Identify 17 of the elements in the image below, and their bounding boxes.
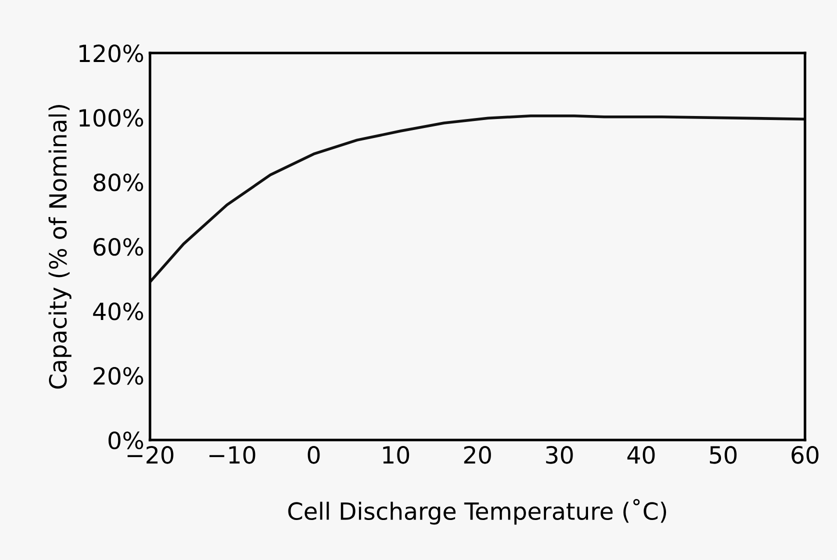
x-tick-label: 60 <box>792 446 818 464</box>
x-tick-label: 20 <box>464 446 491 464</box>
y-tick-label: 80% <box>94 173 144 192</box>
y-tick-label: 60% <box>94 238 144 256</box>
x-tick-label: 30 <box>546 446 573 464</box>
y-axis-title: Capacity (% of Nominal) <box>48 105 72 389</box>
y-tick-label: 40% <box>93 302 144 320</box>
x-tick-label: 0 <box>308 446 320 464</box>
y-tick-label: 100% <box>80 108 144 127</box>
y-tick-label: 20% <box>94 366 144 385</box>
y-tick-label: 120% <box>80 44 144 62</box>
x-tick-label: −10 <box>209 446 256 464</box>
x-tick-label: 40 <box>627 446 655 464</box>
x-tick-label: 50 <box>710 446 737 464</box>
x-tick-label: 10 <box>383 446 410 464</box>
x-axis-title: Cell Discharge Temperature (˚C) <box>288 498 666 525</box>
line-series <box>150 114 805 284</box>
